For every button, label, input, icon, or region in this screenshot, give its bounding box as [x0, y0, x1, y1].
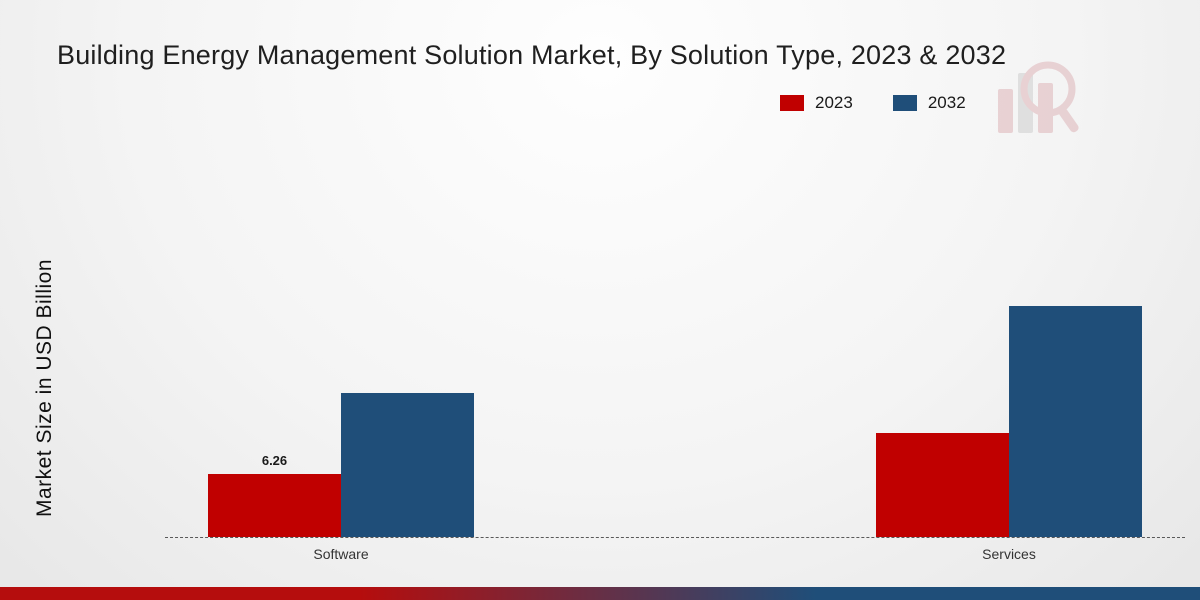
category-label-software: Software — [313, 546, 369, 562]
legend: 2023 2032 — [780, 93, 966, 113]
bar-2023-services — [876, 433, 1009, 537]
legend-swatch-2023-icon — [780, 95, 804, 111]
plot-area: 6.26 Software Services — [165, 150, 1185, 562]
legend-item-2032: 2032 — [892, 93, 966, 113]
legend-item-2023: 2023 — [780, 93, 853, 113]
bar-chart-magnifier-icon — [998, 61, 1079, 133]
bar-2023-software — [208, 474, 341, 537]
chart-title: Building Energy Management Solution Mark… — [57, 40, 1007, 70]
bar-value-label-2023-software: 6.26 — [261, 453, 288, 468]
footer-gradient-bar — [0, 587, 1200, 600]
y-axis-label: Market Size in USD Billion — [33, 258, 56, 518]
bar-2032-software — [341, 393, 474, 537]
bar-2032-services — [1009, 306, 1142, 537]
category-label-services: Services — [982, 546, 1036, 562]
legend-label-2032: 2032 — [927, 93, 966, 112]
legend-label-2023: 2023 — [815, 93, 853, 112]
legend-swatch-2032-icon — [892, 95, 917, 111]
